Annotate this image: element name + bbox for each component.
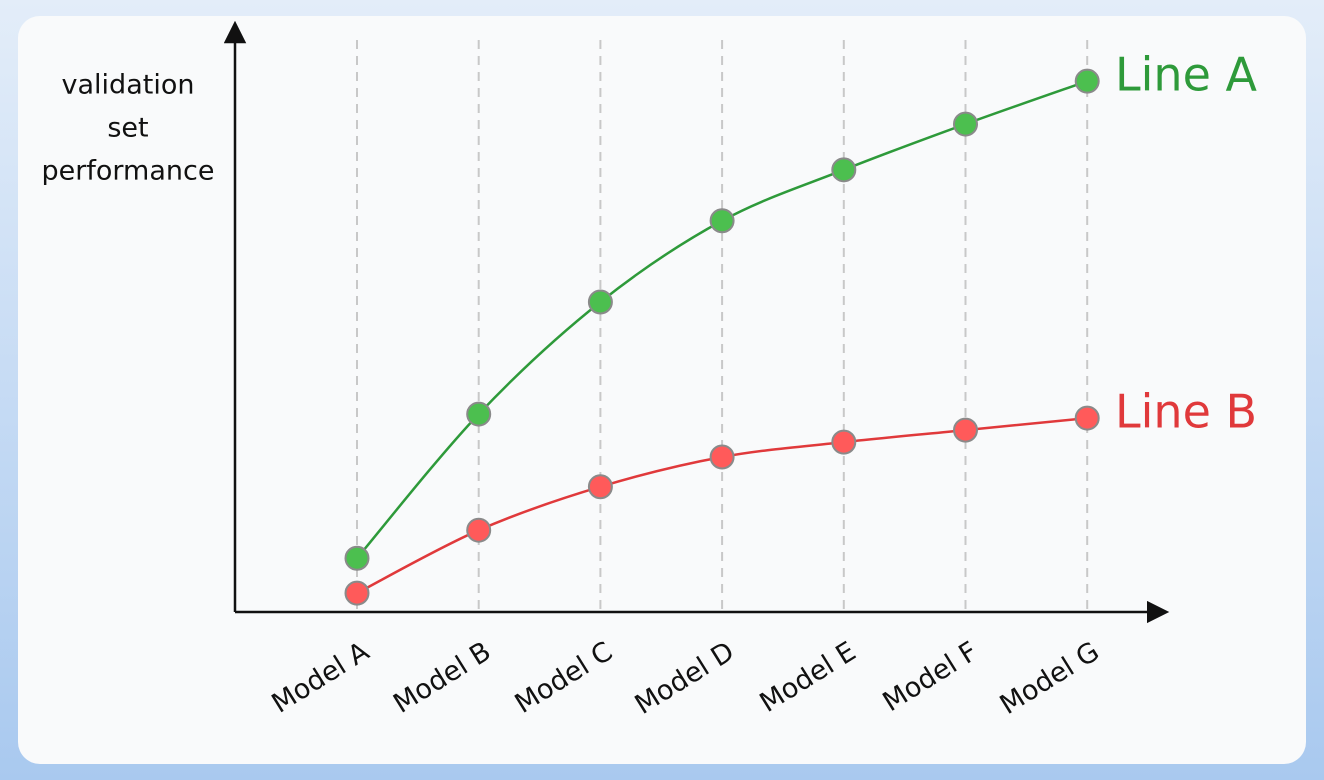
data-point: [587, 289, 613, 315]
chart-panel: [18, 16, 1306, 764]
data-point: [709, 444, 735, 470]
x-tick-label: Model G: [995, 636, 1105, 721]
data-point: [1074, 68, 1100, 94]
x-tick-label: Model E: [755, 636, 862, 719]
x-tick-label: Model D: [630, 636, 740, 721]
data-point: [709, 208, 735, 234]
x-tick-label: Model C: [510, 636, 618, 720]
y-axis-label: set: [107, 113, 148, 144]
x-tick-label: Model A: [267, 636, 376, 720]
x-tick-label: Model F: [878, 636, 984, 718]
data-point: [344, 580, 370, 606]
data-point: [344, 545, 370, 571]
data-point: [831, 429, 857, 455]
data-point: [953, 417, 978, 443]
y-axis-label: performance: [42, 156, 215, 187]
data-point: [466, 401, 492, 427]
series-label: Line B: [1115, 385, 1257, 439]
y-axis-label: validation: [62, 70, 195, 101]
data-point: [1074, 405, 1100, 431]
x-tick-label: Model B: [388, 636, 496, 720]
series-label: Line A: [1115, 48, 1257, 102]
data-point: [587, 474, 613, 500]
data-point: [466, 517, 492, 543]
data-point: [953, 111, 978, 137]
data-point: [831, 157, 857, 183]
